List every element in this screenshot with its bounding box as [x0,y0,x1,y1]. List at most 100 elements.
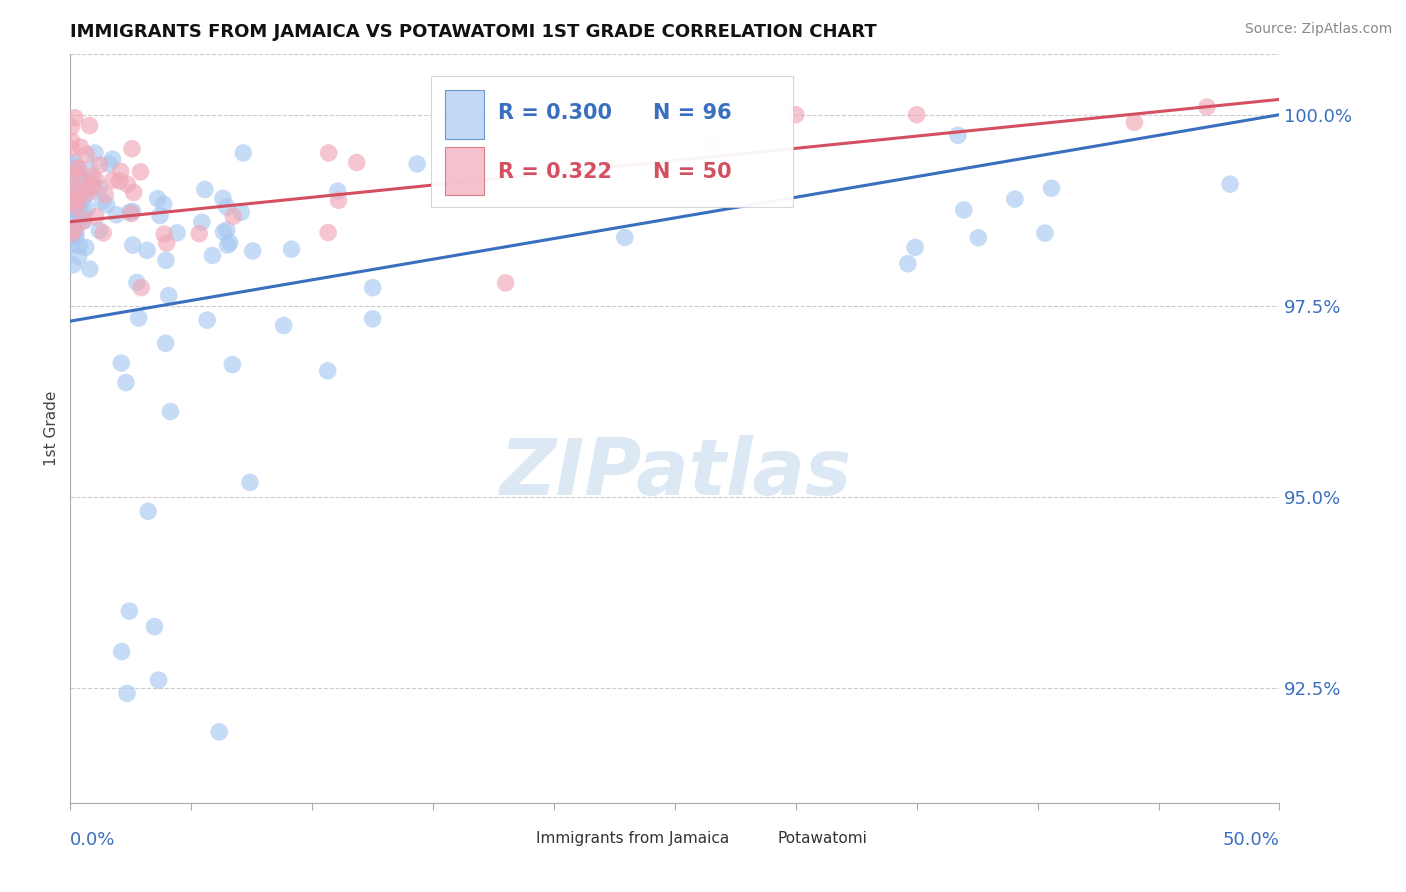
Point [63,215,86,229]
Point [101,173,124,187]
FancyBboxPatch shape [741,832,770,861]
Point [195,313,218,327]
Point [155,235,177,250]
Point [65,185,87,199]
Point [110,644,132,658]
Text: 0.0%: 0.0% [70,831,115,849]
Point [212,191,235,205]
Point [201,248,224,262]
Point [60,227,83,241]
Point [66,217,89,231]
Point [143,619,166,633]
Point [125,276,148,290]
Point [115,376,138,390]
FancyBboxPatch shape [430,76,793,207]
Point [69,196,91,211]
Point [60,134,83,148]
Point [66,200,89,214]
Point [166,226,188,240]
Point [70,195,93,210]
Text: 50.0%: 50.0% [1223,831,1279,849]
Point [60,163,83,178]
Point [326,184,349,198]
Point [66,184,89,198]
Point [967,230,990,244]
Point [191,215,214,229]
Point [118,205,141,219]
Text: Immigrants from Jamaica: Immigrants from Jamaica [536,830,730,846]
Point [73,209,96,223]
Point [121,204,143,219]
Point [1040,181,1063,195]
Point [89,181,111,195]
Point [69,239,91,253]
Point [361,311,384,326]
Y-axis label: 1st Grade: 1st Grade [44,391,59,466]
Point [215,200,238,214]
FancyBboxPatch shape [446,146,484,195]
Point [67,171,90,186]
Point [60,142,83,156]
Point [148,673,170,687]
Point [79,262,101,277]
Point [67,205,90,219]
Point [700,137,723,152]
Point [67,169,90,183]
Point [146,192,169,206]
Point [153,227,176,241]
Point [60,120,83,134]
Point [62,258,84,272]
Point [117,178,139,192]
Point [101,152,124,166]
Point [118,604,141,618]
Point [613,230,636,244]
Point [1123,115,1146,129]
Point [66,190,89,204]
Point [77,186,100,200]
Text: Potawatomi: Potawatomi [778,830,868,846]
Point [60,169,83,184]
Point [157,288,180,302]
Point [495,276,517,290]
Point [62,161,84,175]
Point [60,157,83,171]
Point [952,202,974,217]
Point [406,157,429,171]
Point [120,206,142,220]
Text: ZIPatlas: ZIPatlas [499,435,851,511]
Point [188,227,211,241]
Point [110,164,132,178]
Point [946,128,969,143]
Point [239,475,262,490]
Point [122,186,145,200]
Point [75,147,97,161]
Point [208,724,231,739]
Point [897,257,920,271]
Point [69,170,91,185]
Point [1004,192,1026,206]
Point [108,174,131,188]
Point [65,229,87,244]
Point [76,202,98,216]
Point [121,238,143,252]
FancyBboxPatch shape [446,90,484,139]
Point [318,145,340,160]
Point [63,111,86,125]
Point [155,253,177,268]
Point [60,186,83,201]
Point [149,209,172,223]
Point [136,504,159,518]
Point [316,364,339,378]
Point [129,165,152,179]
Point [232,145,254,160]
Point [89,223,111,237]
Text: IMMIGRANTS FROM JAMAICA VS POTAWATOMI 1ST GRADE CORRELATION CHART: IMMIGRANTS FROM JAMAICA VS POTAWATOMI 1S… [70,23,877,41]
Point [63,223,86,237]
Point [218,235,240,250]
Point [222,209,245,223]
Point [194,182,217,196]
Point [136,244,159,258]
Point [242,244,264,258]
Point [60,237,83,252]
Point [65,225,87,239]
